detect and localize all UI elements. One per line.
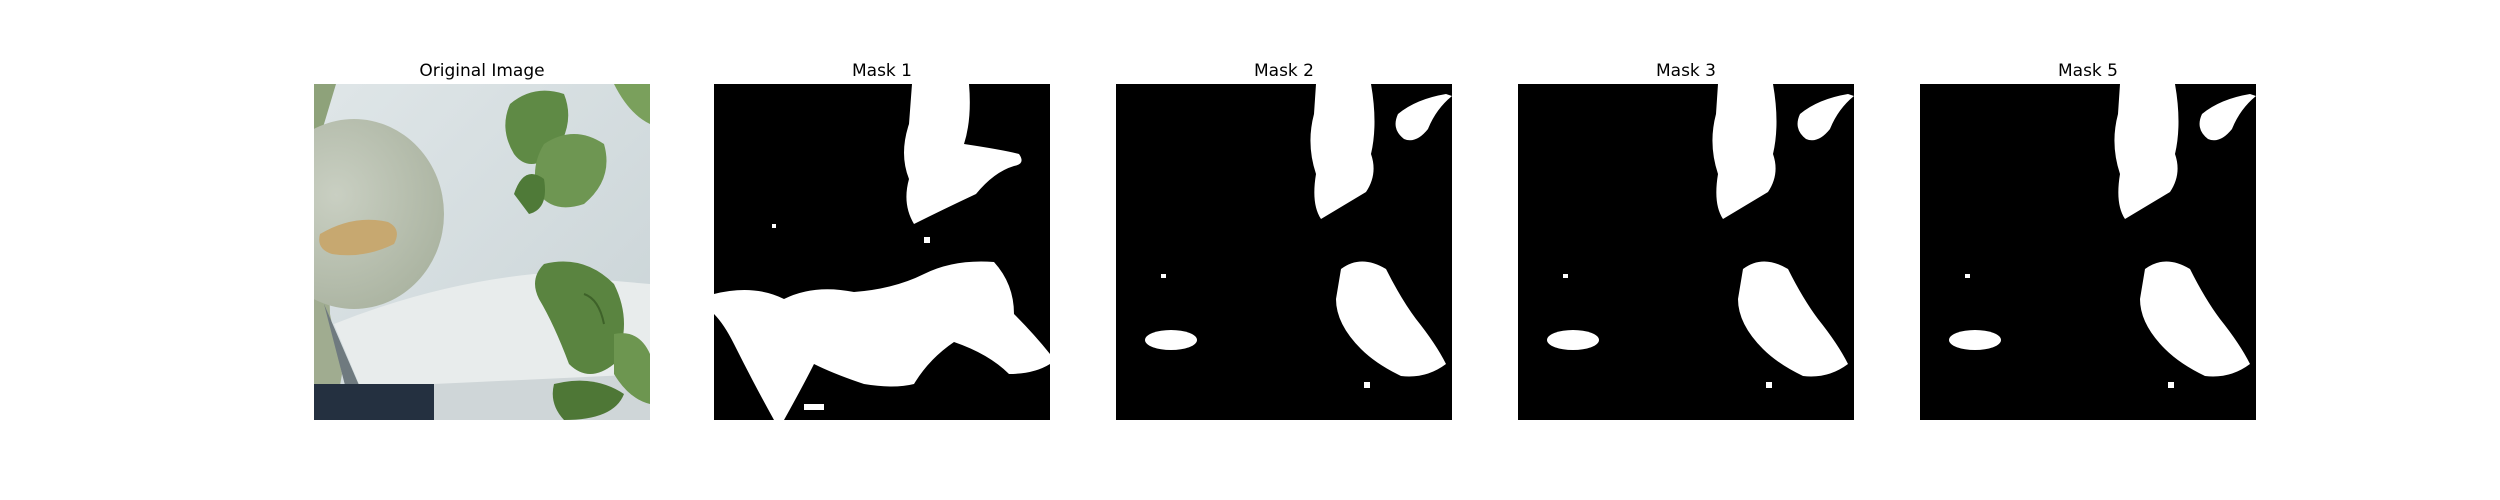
panel-title: Mask 5 — [2057, 61, 2118, 81]
original-photo — [314, 84, 650, 420]
panel-title: Mask 1 — [851, 61, 912, 81]
panel-title: Mask 3 — [1655, 61, 1716, 81]
panel-title: Original Image — [419, 61, 545, 81]
mask-2-image — [1116, 84, 1452, 420]
panel-title: Mask 2 — [1253, 61, 1314, 81]
mask-5-image — [1920, 84, 2256, 420]
mask-3-image — [1518, 84, 1854, 420]
mask-1-image — [714, 84, 1050, 420]
